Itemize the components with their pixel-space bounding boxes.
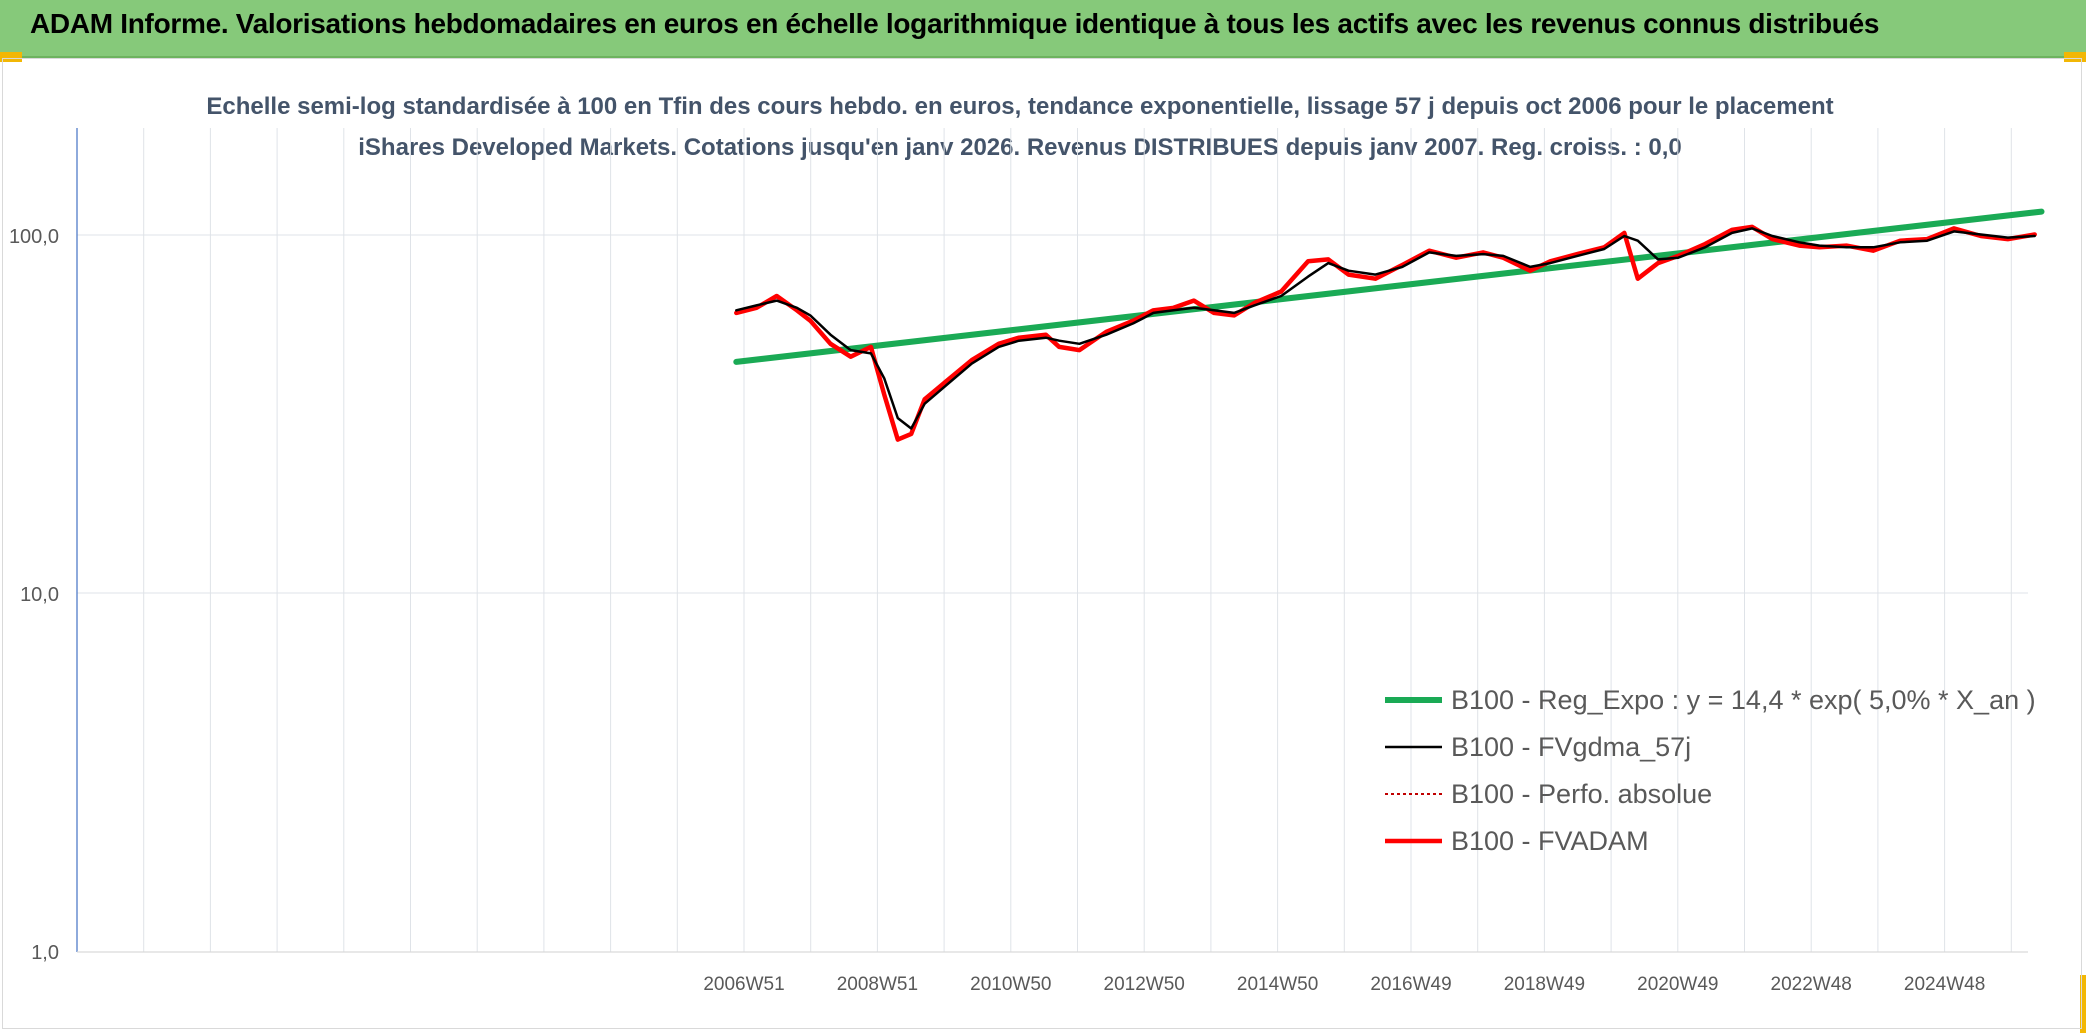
gridlines [77, 128, 2028, 952]
y-tick-label: 1,0 [31, 942, 59, 964]
y-tick-label: 10,0 [20, 584, 59, 606]
x-tick-label: 2012W50 [1104, 974, 1185, 995]
chart-title: Echelle semi-log standardisée à 100 en T… [206, 93, 1834, 161]
corner-marker-top-right [2064, 52, 2086, 62]
series-line-perfo-absolue [735, 225, 2036, 441]
x-tick-label: 2020W49 [1637, 974, 1718, 995]
report-banner: ADAM Informe. Valorisations hebdomadaire… [0, 0, 2086, 58]
legend-label: B100 - Reg_Expo : y = 14,4 * exp( 5,0% *… [1451, 685, 2036, 715]
report-title: ADAM Informe. Valorisations hebdomadaire… [30, 8, 1880, 39]
series-lines [733, 208, 2045, 442]
x-tick-label: 2022W48 [1771, 974, 1852, 995]
legend: B100 - Reg_Expo : y = 14,4 * exp( 5,0% *… [1385, 685, 2036, 856]
series-line-fvadam [734, 224, 2037, 442]
x-tick-label: 2008W51 [837, 974, 918, 995]
x-tick-label: 2006W51 [703, 974, 784, 995]
x-tick-label: 2014W50 [1237, 974, 1318, 995]
series-line-fvgdma [735, 227, 2036, 430]
chart-frame [2, 58, 2082, 1029]
x-tick-label: 2010W50 [970, 974, 1051, 995]
legend-label: B100 - FVADAM [1451, 826, 1649, 856]
x-tick-label: 2016W49 [1370, 974, 1451, 995]
corner-marker-top-left [0, 52, 22, 62]
x-tick-label: 2024W48 [1904, 974, 1985, 995]
legend-label: B100 - FVgdma_57j [1451, 732, 1691, 762]
axes: 1,0 10,0 100,0 2006W51 2008W51 2010W50 2012W50… [9, 128, 2028, 995]
series-line-reg-expo [733, 208, 2045, 365]
x-tick-label: 2018W49 [1504, 974, 1585, 995]
legend-label: B100 - Perfo. absolue [1451, 779, 1712, 809]
corner-marker-bottom-right [2080, 975, 2086, 1033]
y-tick-label: 100,0 [9, 226, 59, 248]
